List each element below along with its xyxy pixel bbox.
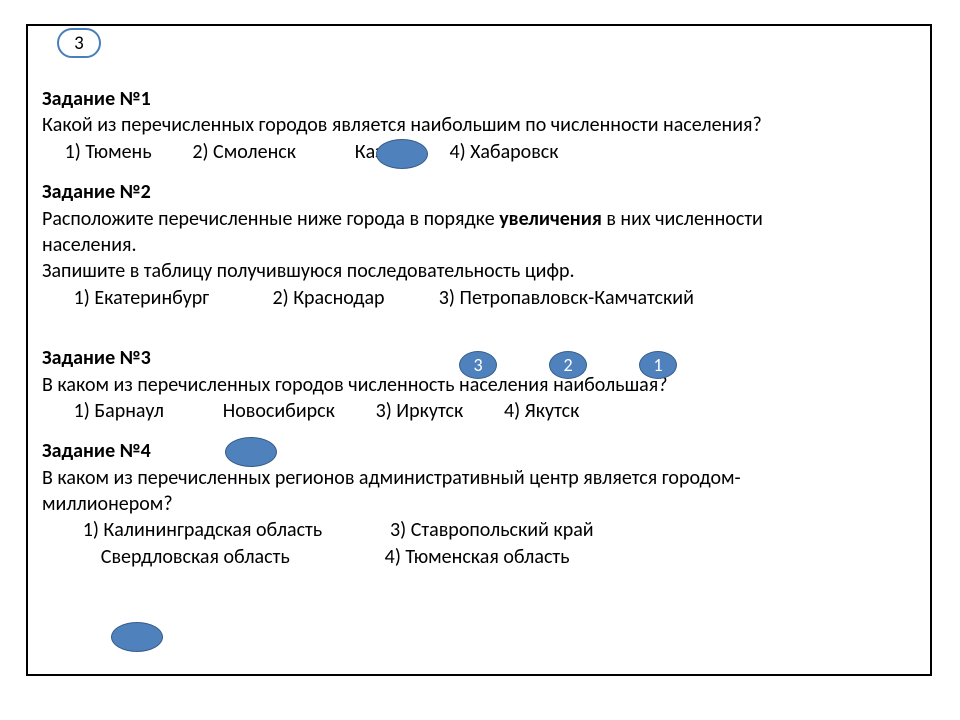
task3-answer-marker (225, 437, 277, 467)
slide: 3 Задание №1 Какой из перечисленных горо… (0, 0, 960, 720)
task4-answer-marker (111, 622, 163, 652)
task2-answer-oval-3: 1 (639, 351, 677, 379)
task2-answer-oval-2: 2 (549, 351, 587, 379)
task2-line1: Расположите перечисленные ниже города в … (42, 206, 922, 232)
task2-options: 1) Екатеринбург 2) Краснодар 3) Петропав… (42, 285, 922, 311)
page-number-text: 3 (74, 32, 84, 55)
task4-line1: В каком из перечисленных регионов админи… (42, 465, 922, 491)
task2-answer-row (42, 311, 922, 345)
task4-line2: миллионером? (42, 491, 922, 517)
task3-options: 1) Барнаул Новосибирск 3) Иркутск 4) Яку… (42, 398, 922, 424)
task1-answer-marker (376, 139, 428, 169)
task2-line2: населения. (42, 232, 922, 258)
task2-answer-oval-1: 3 (459, 351, 497, 379)
content-body: Задание №1 Какой из перечисленных городо… (42, 86, 922, 570)
task2-line1-post: в них численности (602, 207, 763, 231)
page-number-badge: 3 (57, 28, 101, 58)
task1-options: 1) Тюмень 2) Смоленск Казань 4) Хабаровс… (42, 139, 922, 165)
task2-line3: Запишите в таблицу получившуюся последов… (42, 258, 922, 284)
task2-answer-2: 2 (563, 354, 572, 376)
task1-question: Какой из перечисленных городов является … (42, 112, 922, 138)
task4-options-row1: 1) Калининградская область 3) Ставрополь… (42, 517, 922, 543)
task2-answer-3: 1 (653, 354, 662, 376)
task2-line1-pre: Расположите перечисленные ниже города в … (42, 207, 499, 231)
task1-title: Задание №1 (42, 86, 922, 112)
task2-line1-bold: увеличения (499, 207, 602, 231)
task4-options-row2: Свердловская область 4) Тюменская област… (42, 544, 922, 570)
task2-title: Задание №2 (42, 179, 922, 205)
task2-answer-1: 3 (473, 354, 482, 376)
task4-title: Задание №4 (42, 438, 922, 464)
